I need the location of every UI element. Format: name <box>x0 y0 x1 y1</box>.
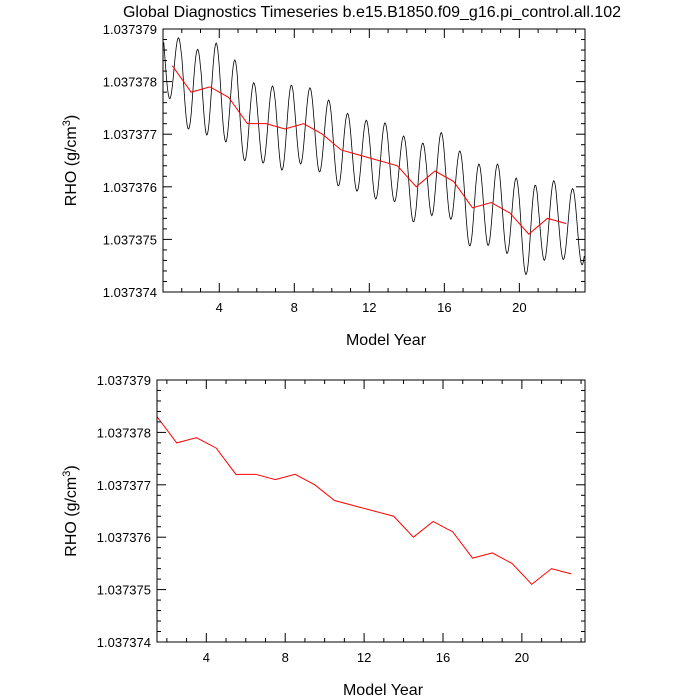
plot-frame <box>156 379 586 643</box>
x-axis-label: Model Year <box>343 682 424 699</box>
top-panel: 4 8 12 16 20 1.037374 1.037375 1.037376 1.037377… <box>61 22 586 349</box>
x-tick-label: 12 <box>357 650 371 665</box>
y-tick-label: 1.037374 <box>103 285 157 300</box>
x-tick-label: 8 <box>291 300 298 315</box>
x-axis-label: Model Year <box>346 332 427 349</box>
y-axis-label-superscript: 3 <box>61 120 73 126</box>
bottom-panel: 4 8 12 16 20 1.037374 1.037375 1.037376 1.037377… <box>61 373 586 699</box>
y-tick-label: 1.037376 <box>97 530 151 545</box>
x-tick-label: 16 <box>436 650 450 665</box>
y-axis-label-tail: ) <box>63 115 80 120</box>
x-tick-label: 4 <box>216 300 223 315</box>
y-tick-label: 1.037378 <box>103 75 157 90</box>
x-tick-label: 12 <box>362 300 376 315</box>
x-tick-label: 8 <box>282 650 289 665</box>
y-tick-label: 1.037377 <box>103 127 157 142</box>
x-tick-label: 4 <box>203 650 210 665</box>
y-tick-label: 1.037375 <box>103 232 157 247</box>
y-tick-label: 1.037377 <box>97 478 151 493</box>
y-axis-label: RHO (g/cm3) <box>61 115 80 206</box>
x-tick-label: 16 <box>437 300 451 315</box>
chart-title: Global Diagnostics Timeseries b.e15.B185… <box>123 4 621 21</box>
annual-mean-series-line <box>171 65 567 235</box>
y-tick-label: 1.037375 <box>97 583 151 598</box>
y-axis-label-main: RHO (g/cm <box>63 477 80 557</box>
x-tick-label: 20 <box>515 650 529 665</box>
plot-frame <box>162 28 586 293</box>
y-tick-label: 1.037374 <box>97 635 151 650</box>
annual-mean-series-line <box>157 416 572 586</box>
x-tick-label: 20 <box>512 300 526 315</box>
y-axis-label: RHO (g/cm3) <box>61 465 80 556</box>
y-axis-label-superscript: 3 <box>61 471 73 477</box>
y-axis-label-main: RHO (g/cm <box>63 126 80 206</box>
y-tick-label: 1.037378 <box>97 425 151 440</box>
y-axis-label-tail: ) <box>63 465 80 470</box>
monthly-series-line <box>163 37 585 275</box>
y-tick-label: 1.037379 <box>97 373 151 388</box>
y-tick-label: 1.037379 <box>103 22 157 37</box>
y-tick-label: 1.037376 <box>103 180 157 195</box>
